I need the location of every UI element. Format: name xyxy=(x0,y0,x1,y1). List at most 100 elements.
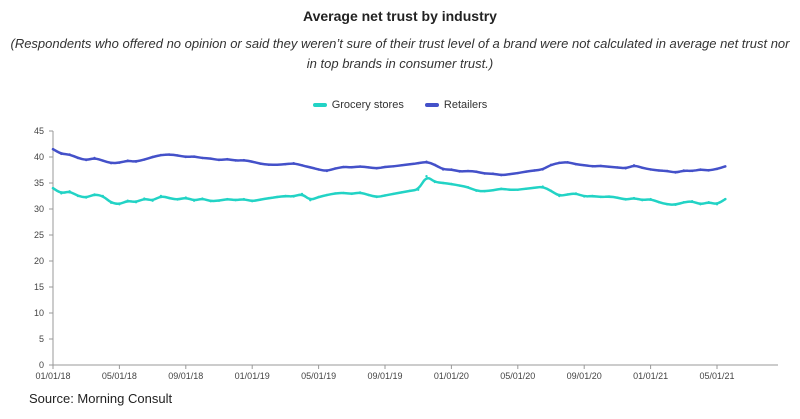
data-point-grocery xyxy=(566,193,569,196)
data-point-grocery xyxy=(259,198,262,201)
data-point-grocery xyxy=(690,200,694,203)
x-tick-label: 05/01/18 xyxy=(102,371,137,381)
data-point-grocery xyxy=(674,203,677,206)
y-tick-label: 0 xyxy=(39,360,44,370)
data-point-retailers xyxy=(367,166,370,169)
data-point-retailers xyxy=(358,165,362,168)
source-note: Source: Morning Consult xyxy=(29,391,173,406)
data-point-grocery xyxy=(217,199,221,202)
data-point-grocery xyxy=(591,194,594,198)
data-point-grocery xyxy=(275,195,279,199)
data-point-grocery xyxy=(583,195,586,198)
data-point-grocery xyxy=(657,201,661,204)
legend-item-retailers[interactable]: Retailers xyxy=(424,99,488,111)
data-point-grocery xyxy=(441,181,445,185)
data-point-retailers xyxy=(508,173,511,176)
data-point-retailers xyxy=(201,156,204,160)
data-point-grocery xyxy=(358,191,362,194)
data-point-grocery xyxy=(607,195,611,198)
data-point-grocery xyxy=(309,199,312,202)
chart-subtitle: (Respondents who offered no opinion or s… xyxy=(10,36,790,71)
data-point-grocery xyxy=(334,192,337,195)
series-line-retailers xyxy=(51,147,727,177)
data-point-retailers xyxy=(666,169,669,173)
data-point-grocery xyxy=(392,192,395,196)
x-tick-label: 09/01/20 xyxy=(567,371,602,381)
data-point-grocery xyxy=(350,192,353,196)
data-point-grocery xyxy=(433,180,436,184)
data-point-grocery xyxy=(375,195,378,199)
data-point-grocery xyxy=(242,197,246,201)
data-point-grocery xyxy=(209,200,212,203)
data-point-retailers xyxy=(574,163,578,166)
data-point-retailers xyxy=(433,163,436,166)
data-point-retailers xyxy=(616,166,619,169)
data-point-retailers xyxy=(466,169,470,173)
data-point-grocery xyxy=(101,194,105,198)
legend-label-retailers: Retailers xyxy=(443,99,488,111)
data-point-grocery xyxy=(184,196,187,199)
x-tick-label: 01/01/19 xyxy=(235,371,270,381)
legend-item-grocery[interactable]: Grocery stores xyxy=(312,99,404,111)
data-point-retailers xyxy=(408,163,412,166)
data-point-grocery xyxy=(342,191,345,195)
legend-swatch-retailers xyxy=(424,103,439,107)
data-point-retailers xyxy=(134,160,138,163)
y-tick-label: 30 xyxy=(34,204,44,214)
data-point-retailers xyxy=(707,169,710,172)
data-point-retailers xyxy=(583,164,586,167)
data-point-retailers xyxy=(375,167,378,170)
data-point-retailers xyxy=(699,168,702,171)
data-point-grocery xyxy=(450,182,453,186)
y-tick-label: 35 xyxy=(34,178,44,188)
data-point-retailers xyxy=(516,171,519,175)
data-point-retailers xyxy=(300,164,304,167)
data-point-retailers xyxy=(599,164,602,167)
data-point-grocery xyxy=(707,201,710,204)
data-point-retailers xyxy=(674,171,677,174)
data-point-retailers xyxy=(715,167,719,171)
x-tick-label: 01/01/21 xyxy=(633,371,668,381)
data-point-grocery xyxy=(599,195,602,199)
data-point-grocery xyxy=(60,192,63,195)
y-tick-label: 5 xyxy=(39,334,44,344)
data-point-retailers xyxy=(151,155,154,159)
data-point-retailers xyxy=(549,163,553,166)
data-point-retailers xyxy=(101,159,105,162)
y-tick-label: 40 xyxy=(34,152,44,162)
data-point-grocery xyxy=(234,199,237,202)
data-point-grocery xyxy=(699,203,702,206)
data-point-retailers xyxy=(591,165,594,168)
data-point-retailers xyxy=(309,166,312,169)
x-tick-label: 09/01/18 xyxy=(168,371,203,381)
data-point-retailers xyxy=(192,155,196,158)
data-point-grocery xyxy=(417,188,420,191)
data-point-grocery xyxy=(649,197,652,201)
data-point-grocery xyxy=(425,175,428,178)
data-point-retailers xyxy=(184,155,187,159)
data-point-retailers xyxy=(624,167,627,170)
data-point-retailers xyxy=(649,168,652,171)
y-tick-label: 15 xyxy=(34,282,44,292)
data-point-grocery xyxy=(549,189,553,192)
data-point-grocery xyxy=(126,199,129,202)
data-point-retailers xyxy=(607,165,611,169)
data-point-grocery xyxy=(317,195,320,199)
data-point-retailers xyxy=(159,153,163,157)
data-point-retailers xyxy=(566,161,569,164)
legend-label-grocery: Grocery stores xyxy=(331,99,404,111)
data-point-grocery xyxy=(134,201,138,204)
data-point-grocery xyxy=(516,188,519,191)
data-point-retailers xyxy=(657,169,661,172)
data-point-retailers xyxy=(143,158,146,161)
x-tick-label: 05/01/21 xyxy=(699,371,734,381)
chart-title: Average net trust by industry xyxy=(303,8,497,24)
data-point-retailers xyxy=(558,161,561,164)
data-point-retailers xyxy=(126,159,129,162)
data-point-retailers xyxy=(541,168,544,171)
data-point-grocery xyxy=(267,196,270,200)
data-point-grocery xyxy=(251,200,254,203)
data-point-retailers xyxy=(226,157,229,161)
data-point-grocery xyxy=(491,189,495,192)
